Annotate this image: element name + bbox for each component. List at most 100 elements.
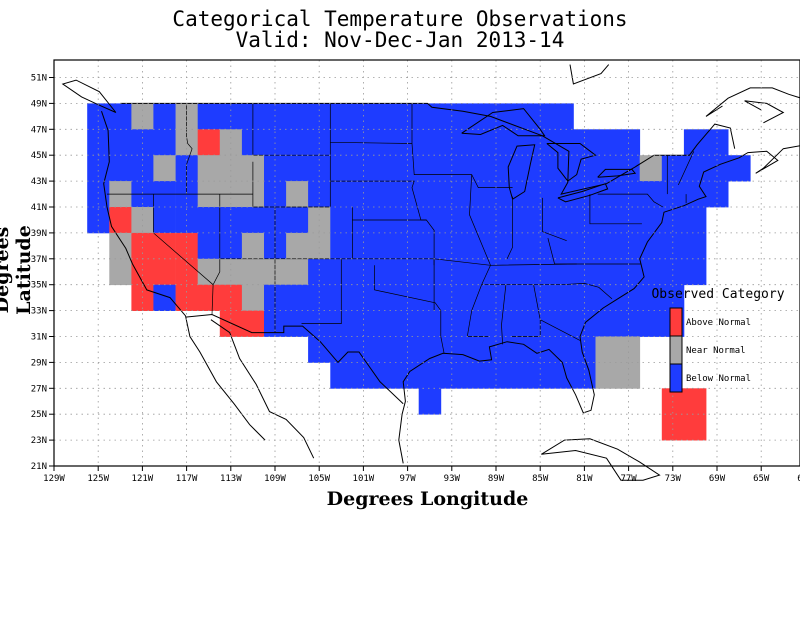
- state-boundary: [374, 265, 445, 354]
- category-cell: [485, 362, 508, 389]
- category-cell: [617, 232, 641, 260]
- category-cell: [286, 207, 309, 234]
- category-cell: [374, 232, 397, 260]
- category-cell: [462, 258, 486, 286]
- x-tick-label: 129W: [43, 474, 65, 484]
- category-cell: [330, 336, 353, 363]
- category-cell: [219, 155, 243, 182]
- category-cell: [241, 284, 265, 311]
- category-cell: [374, 362, 397, 389]
- state-boundary: [506, 196, 513, 259]
- x-tick-label: 89W: [488, 474, 505, 484]
- category-cell: [264, 103, 287, 130]
- y-tick-label: 33N: [31, 307, 47, 317]
- legend-label: Below Normal: [686, 374, 751, 384]
- boundary-line: [101, 111, 266, 441]
- category-cell: [286, 129, 309, 156]
- category-cell: [507, 336, 530, 363]
- category-cell: [639, 258, 663, 286]
- category-cell: [706, 155, 729, 182]
- category-cell: [573, 232, 596, 260]
- state-boundary: [677, 151, 695, 186]
- category-cell: [153, 129, 176, 156]
- category-cell: [440, 310, 464, 337]
- category-cell: [485, 155, 508, 182]
- category-cell: [639, 207, 663, 234]
- category-cell: [418, 129, 442, 156]
- category-cell: [153, 232, 176, 260]
- category-cell: [440, 362, 464, 389]
- category-cell: [374, 103, 397, 130]
- category-cell: [573, 155, 596, 182]
- category-cell: [551, 362, 574, 389]
- category-cell: [462, 336, 486, 363]
- category-cell: [418, 155, 442, 182]
- boundary-line: [597, 168, 637, 178]
- category-cell: [440, 336, 464, 363]
- category-cell: [241, 258, 265, 286]
- x-tick-label: 97W: [399, 474, 416, 484]
- category-cell: [617, 310, 641, 337]
- category-cell: [639, 310, 663, 337]
- category-cell: [683, 207, 707, 234]
- category-cell: [529, 181, 552, 208]
- category-cell: [241, 207, 265, 234]
- category-cell: [109, 258, 132, 286]
- legend-swatch: [669, 335, 683, 365]
- category-cell: [683, 181, 707, 208]
- category-cell: [352, 310, 375, 337]
- category-cell: [330, 362, 353, 389]
- state-boundary: [481, 283, 613, 300]
- category-cell: [418, 362, 442, 389]
- category-cell: [109, 207, 132, 234]
- category-cell: [396, 103, 420, 130]
- chart-subtitle: Valid: Nov-Dec-Jan 2013-14: [235, 28, 565, 52]
- x-axis-label: Degrees Longitude: [326, 488, 529, 510]
- category-cell: [330, 103, 353, 130]
- x-tick-label: 105W: [308, 474, 330, 484]
- category-cell: [87, 129, 110, 156]
- state-boundary: [186, 103, 193, 195]
- category-cell: [485, 310, 508, 337]
- legend-swatch: [669, 307, 683, 337]
- boundary-line: [398, 336, 595, 464]
- category-cell: [440, 258, 464, 286]
- x-tick-label: 113W: [220, 474, 242, 484]
- category-cell: [617, 258, 641, 286]
- state-boundary: [540, 319, 581, 341]
- y-tick-label: 43N: [31, 177, 47, 187]
- x-tick-label: 77W: [620, 474, 637, 484]
- legend-title: Observed Category: [651, 287, 784, 302]
- boundary-line: [546, 143, 597, 182]
- category-cell: [551, 129, 574, 156]
- category-cell: [551, 155, 574, 182]
- category-cell: [197, 129, 221, 156]
- category-cell: [286, 258, 309, 286]
- category-cell: [573, 362, 596, 389]
- category-cell: [175, 232, 199, 260]
- category-cell: [131, 258, 154, 286]
- category-cell: [573, 336, 596, 363]
- category-cell: [595, 155, 618, 182]
- category-cell: [529, 155, 552, 182]
- y-tick-label: 47N: [31, 125, 47, 135]
- category-cell: [308, 129, 331, 156]
- category-cell: [418, 258, 442, 286]
- category-cell: [264, 155, 287, 182]
- category-cell: [551, 207, 574, 234]
- boundary-line: [705, 87, 800, 117]
- category-cell: [507, 310, 530, 337]
- category-cell: [374, 258, 397, 286]
- y-axis-label: Degrees Latitude: [0, 225, 35, 315]
- boundary-line: [744, 100, 785, 124]
- category-cell: [197, 232, 221, 260]
- category-cell: [308, 232, 331, 260]
- legend-label: Near Normal: [686, 346, 746, 356]
- category-cell: [352, 258, 375, 286]
- category-cell: [507, 155, 530, 182]
- category-cell: [728, 155, 751, 182]
- category-cell: [153, 103, 176, 130]
- category-cell: [87, 103, 110, 130]
- category-cell: [639, 284, 663, 311]
- boundary-line: [541, 438, 661, 481]
